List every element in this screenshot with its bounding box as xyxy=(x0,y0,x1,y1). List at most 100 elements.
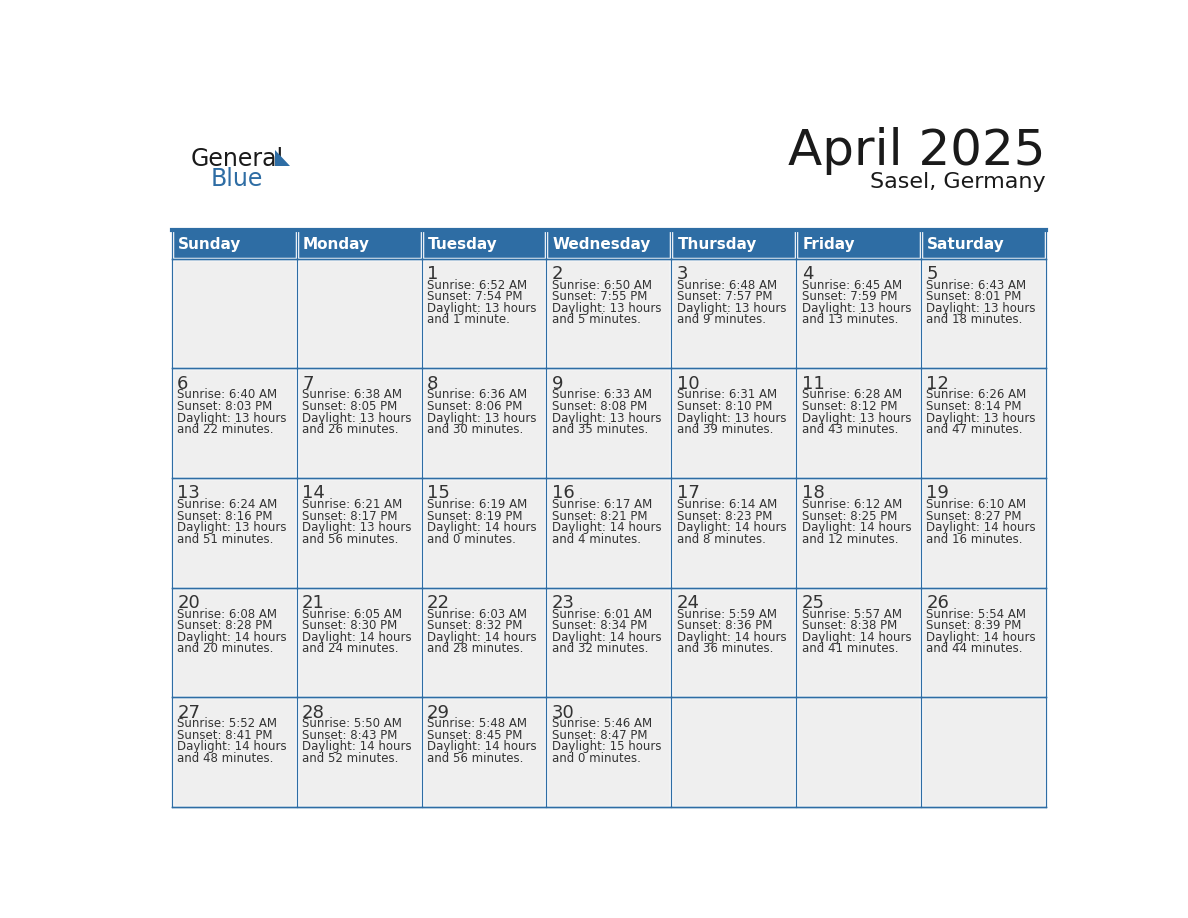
Text: and 52 minutes.: and 52 minutes. xyxy=(302,752,398,765)
Text: Sunset: 8:16 PM: Sunset: 8:16 PM xyxy=(177,509,273,522)
Text: Sunrise: 6:12 AM: Sunrise: 6:12 AM xyxy=(802,498,902,511)
Text: and 16 minutes.: and 16 minutes. xyxy=(927,532,1023,545)
Text: Daylight: 14 hours: Daylight: 14 hours xyxy=(177,631,286,644)
Text: Sunset: 8:30 PM: Sunset: 8:30 PM xyxy=(302,620,397,633)
Text: 7: 7 xyxy=(302,375,314,393)
Text: and 41 minutes.: and 41 minutes. xyxy=(802,643,898,655)
Text: 6: 6 xyxy=(177,375,189,393)
Text: Sunrise: 6:48 AM: Sunrise: 6:48 AM xyxy=(677,279,777,292)
Text: Sunrise: 5:59 AM: Sunrise: 5:59 AM xyxy=(677,608,777,621)
Text: Sunset: 8:19 PM: Sunset: 8:19 PM xyxy=(426,509,523,522)
Bar xyxy=(546,478,671,588)
Text: Sunrise: 6:21 AM: Sunrise: 6:21 AM xyxy=(302,498,403,511)
Text: 24: 24 xyxy=(677,594,700,612)
Text: Daylight: 13 hours: Daylight: 13 hours xyxy=(802,411,911,424)
Bar xyxy=(921,259,1045,368)
Text: and 44 minutes.: and 44 minutes. xyxy=(927,643,1023,655)
Text: Wednesday: Wednesday xyxy=(552,237,651,252)
Text: 30: 30 xyxy=(552,703,575,722)
Text: and 56 minutes.: and 56 minutes. xyxy=(302,532,398,545)
Text: Sunset: 8:45 PM: Sunset: 8:45 PM xyxy=(426,729,523,742)
Text: and 35 minutes.: and 35 minutes. xyxy=(552,423,649,436)
Bar xyxy=(297,698,422,807)
Bar xyxy=(796,478,921,588)
Text: Sunset: 8:34 PM: Sunset: 8:34 PM xyxy=(552,620,647,633)
Text: and 0 minutes.: and 0 minutes. xyxy=(552,752,640,765)
Text: Sunset: 8:17 PM: Sunset: 8:17 PM xyxy=(302,509,398,522)
Bar xyxy=(297,368,422,478)
Text: 2: 2 xyxy=(552,265,563,283)
Text: 26: 26 xyxy=(927,594,949,612)
Text: Sunset: 8:10 PM: Sunset: 8:10 PM xyxy=(677,400,772,413)
Text: and 43 minutes.: and 43 minutes. xyxy=(802,423,898,436)
Bar xyxy=(796,588,921,698)
Text: Sunrise: 6:45 AM: Sunrise: 6:45 AM xyxy=(802,279,902,292)
Text: 19: 19 xyxy=(927,484,949,502)
Text: Sunrise: 5:48 AM: Sunrise: 5:48 AM xyxy=(426,717,527,731)
Bar xyxy=(671,588,796,698)
Text: and 8 minutes.: and 8 minutes. xyxy=(677,532,765,545)
Text: Daylight: 13 hours: Daylight: 13 hours xyxy=(552,411,662,424)
Bar xyxy=(422,588,546,698)
Text: Sunset: 8:28 PM: Sunset: 8:28 PM xyxy=(177,620,272,633)
Bar xyxy=(671,259,796,368)
Bar xyxy=(671,478,796,588)
Text: Sunrise: 6:03 AM: Sunrise: 6:03 AM xyxy=(426,608,527,621)
Text: Sunset: 8:36 PM: Sunset: 8:36 PM xyxy=(677,620,772,633)
Text: 17: 17 xyxy=(677,484,700,502)
Text: and 18 minutes.: and 18 minutes. xyxy=(927,313,1023,327)
Text: Sunset: 7:55 PM: Sunset: 7:55 PM xyxy=(552,290,647,303)
Text: Sunrise: 6:38 AM: Sunrise: 6:38 AM xyxy=(302,388,402,401)
Text: Sunrise: 5:52 AM: Sunrise: 5:52 AM xyxy=(177,717,277,731)
Text: Daylight: 14 hours: Daylight: 14 hours xyxy=(552,631,662,644)
Text: 18: 18 xyxy=(802,484,824,502)
Text: Sunset: 8:39 PM: Sunset: 8:39 PM xyxy=(927,620,1022,633)
Bar xyxy=(297,478,422,588)
Text: Sunset: 7:54 PM: Sunset: 7:54 PM xyxy=(426,290,523,303)
Bar xyxy=(297,259,422,368)
Bar xyxy=(796,368,921,478)
Text: Sunset: 8:32 PM: Sunset: 8:32 PM xyxy=(426,620,523,633)
Text: Sunrise: 6:14 AM: Sunrise: 6:14 AM xyxy=(677,498,777,511)
Bar xyxy=(921,698,1045,807)
Text: April 2025: April 2025 xyxy=(789,127,1045,175)
Text: Blue: Blue xyxy=(210,167,263,191)
Text: and 0 minutes.: and 0 minutes. xyxy=(426,532,516,545)
Text: Daylight: 13 hours: Daylight: 13 hours xyxy=(552,302,662,315)
Text: and 1 minute.: and 1 minute. xyxy=(426,313,510,327)
Text: Sunset: 8:43 PM: Sunset: 8:43 PM xyxy=(302,729,398,742)
Text: and 51 minutes.: and 51 minutes. xyxy=(177,532,273,545)
Text: Thursday: Thursday xyxy=(677,237,757,252)
Text: Daylight: 14 hours: Daylight: 14 hours xyxy=(802,631,911,644)
Text: Daylight: 14 hours: Daylight: 14 hours xyxy=(927,631,1036,644)
Text: and 13 minutes.: and 13 minutes. xyxy=(802,313,898,327)
Text: Daylight: 13 hours: Daylight: 13 hours xyxy=(426,302,537,315)
Text: 25: 25 xyxy=(802,594,824,612)
Text: and 28 minutes.: and 28 minutes. xyxy=(426,643,524,655)
Text: Daylight: 14 hours: Daylight: 14 hours xyxy=(552,521,662,534)
Text: Sasel, Germany: Sasel, Germany xyxy=(871,172,1045,192)
Text: 27: 27 xyxy=(177,703,200,722)
Text: Sunrise: 6:28 AM: Sunrise: 6:28 AM xyxy=(802,388,902,401)
Bar xyxy=(546,698,671,807)
Bar xyxy=(796,698,921,807)
Text: Daylight: 13 hours: Daylight: 13 hours xyxy=(302,411,411,424)
Text: Daylight: 14 hours: Daylight: 14 hours xyxy=(677,521,786,534)
Text: and 20 minutes.: and 20 minutes. xyxy=(177,643,273,655)
Text: Sunrise: 6:50 AM: Sunrise: 6:50 AM xyxy=(552,279,652,292)
Text: Daylight: 14 hours: Daylight: 14 hours xyxy=(802,521,911,534)
Text: Sunset: 8:08 PM: Sunset: 8:08 PM xyxy=(552,400,647,413)
Text: Sunset: 7:57 PM: Sunset: 7:57 PM xyxy=(677,290,772,303)
Text: Daylight: 13 hours: Daylight: 13 hours xyxy=(177,521,286,534)
Text: and 39 minutes.: and 39 minutes. xyxy=(677,423,773,436)
Text: and 4 minutes.: and 4 minutes. xyxy=(552,532,640,545)
Text: Sunrise: 6:24 AM: Sunrise: 6:24 AM xyxy=(177,498,278,511)
Polygon shape xyxy=(274,151,290,165)
Text: and 56 minutes.: and 56 minutes. xyxy=(426,752,524,765)
Bar xyxy=(671,368,796,478)
Text: Sunset: 8:41 PM: Sunset: 8:41 PM xyxy=(177,729,273,742)
Text: 16: 16 xyxy=(552,484,575,502)
Text: 15: 15 xyxy=(426,484,450,502)
Text: Sunset: 8:12 PM: Sunset: 8:12 PM xyxy=(802,400,897,413)
Text: 14: 14 xyxy=(302,484,326,502)
